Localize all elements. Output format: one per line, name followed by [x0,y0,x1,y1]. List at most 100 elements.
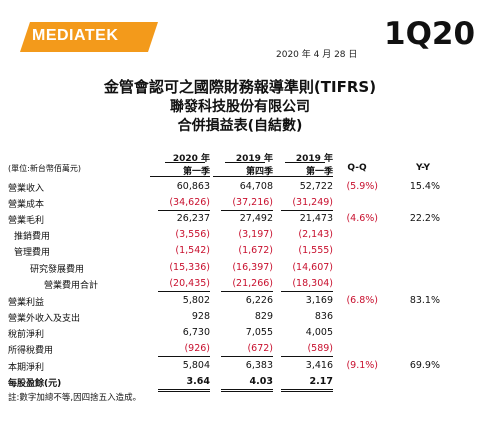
yy-cell: 15.4% [409,181,440,192]
table-row: 營業收入 60,863 64,708 52,722 (5.9%) 15.4% [0,181,480,197]
value-cell: 3,416 [305,360,333,371]
value-cell: 2.17 [309,376,333,387]
qq-cell: (4.6%) [346,213,378,224]
col2-quarter: 第四季 [245,167,273,177]
subtotal-rule [281,356,333,357]
subtotal-rule [221,356,273,357]
value-cell: (18,304) [292,278,333,289]
row-label: 營業費用合計 [44,281,99,291]
subtotal-rule [281,291,333,292]
subtotal-rule [158,210,210,211]
value-cell: (31,249) [292,197,333,208]
col3-year: 2019 年 [295,154,333,164]
value-cell: (1,542) [175,245,210,256]
row-label: 每股盈餘(元) [8,379,62,389]
footnote: 註:數字加總不等,因四捨五入造成。 [8,393,142,403]
value-cell: (1,555) [298,245,333,256]
subtotal-rule [221,291,273,292]
table-row: 每股盈餘(元) 3.64 4.03 2.17 [0,376,480,392]
col2-rule [213,176,273,177]
value-cell: (3,197) [238,229,273,240]
col1-year: 2020 年 [172,154,210,164]
value-cell: 4,005 [305,327,333,338]
value-cell: 836 [314,311,333,322]
value-cell: (926) [184,343,210,354]
table-row: 管理費用 (1,542) (1,672) (1,555) [0,245,480,261]
qq-cell: (9.1%) [346,360,378,371]
subtotal-rule [221,210,273,211]
col1-rule [150,176,210,177]
value-cell: (589) [307,343,333,354]
value-cell: 829 [254,311,273,322]
qq-cell: (6.8%) [346,295,378,306]
statement-title: 合併損益表(自結數) [177,118,303,134]
subtotal-rule [221,389,273,390]
row-label: 稅前淨利 [8,330,45,340]
table-row: 推銷費用 (3,556) (3,197) (2,143) [0,229,480,245]
value-cell: 5,804 [182,360,210,371]
value-cell: (20,435) [169,278,210,289]
qq-cell: (5.9%) [346,181,378,192]
row-label: 管理費用 [14,248,51,258]
value-cell: 7,055 [245,327,273,338]
col1-quarter: 第一季 [182,167,210,177]
value-cell: (14,607) [292,262,333,273]
yy-header: Y-Y [415,163,431,173]
quarter-title: 1Q20 [384,16,476,52]
subtotal-rule [158,356,210,357]
company-name: 聯發科技股份有限公司 [170,99,310,115]
value-cell: 3.64 [186,376,210,387]
table-row: 營業外收入及支出 928 829 836 [0,311,480,327]
value-cell: 928 [191,311,210,322]
value-cell: 52,722 [299,181,333,192]
standard-title: 金管會認可之國際財務報導準則(TIFRS) [103,78,377,96]
value-cell: (21,266) [232,278,273,289]
subtotal-rule [158,391,210,392]
value-cell: 4.03 [249,376,273,387]
row-label: 營業收入 [8,184,45,194]
value-cell: 27,492 [239,213,273,224]
table-row: 所得稅費用 (926) (672) (589) [0,343,480,359]
subtotal-rule [281,391,333,392]
row-label: 營業利益 [8,298,45,308]
logo-text: MEDIATEK [32,27,119,44]
value-cell: (15,336) [169,262,210,273]
unit-label: (單位:新台幣佰萬元) [8,164,81,173]
yy-cell: 69.9% [409,360,440,371]
value-cell: 21,473 [299,213,333,224]
col3-header-rule [285,162,325,163]
value-cell: 3,169 [305,295,333,306]
value-cell: 6,226 [245,295,273,306]
value-cell: 6,730 [182,327,210,338]
table-row: 營業成本 (34,626) (37,216) (31,249) [0,197,480,213]
subtotal-rule [158,291,210,292]
mediatek-logo [20,22,158,52]
row-label: 研究發展費用 [30,265,85,275]
qq-header: Q-Q [347,163,367,173]
value-cell: (37,216) [232,197,273,208]
col2-header-rule [225,162,265,163]
table-row: 本期淨利 5,804 6,383 3,416 (9.1%) 69.9% [0,360,480,376]
table-row: 營業毛利 26,237 27,492 21,473 (4.6%) 22.2% [0,213,480,229]
table-row: 研究發展費用 (15,336) (16,397) (14,607) [0,262,480,278]
value-cell: (1,672) [238,245,273,256]
report-date: 2020 年 4 月 28 日 [276,50,358,60]
row-label: 營業毛利 [8,216,45,226]
table-row: 稅前淨利 6,730 7,055 4,005 [0,327,480,343]
row-label: 所得稅費用 [8,346,54,356]
subtotal-rule [281,210,333,211]
value-cell: (3,556) [175,229,210,240]
row-label: 營業外收入及支出 [8,314,81,324]
value-cell: (34,626) [169,197,210,208]
subtotal-rule [221,391,273,392]
yy-cell: 22.2% [409,213,440,224]
row-label: 本期淨利 [8,363,45,373]
value-cell: 60,863 [176,181,210,192]
value-cell: 64,708 [239,181,273,192]
table-row: 營業利益 5,802 6,226 3,169 (6.8%) 83.1% [0,295,480,311]
subtotal-rule [158,389,210,390]
table-row: 營業費用合計 (20,435) (21,266) (18,304) [0,278,480,294]
col3-rule [273,176,333,177]
value-cell: (672) [247,343,273,354]
value-cell: 26,237 [176,213,210,224]
